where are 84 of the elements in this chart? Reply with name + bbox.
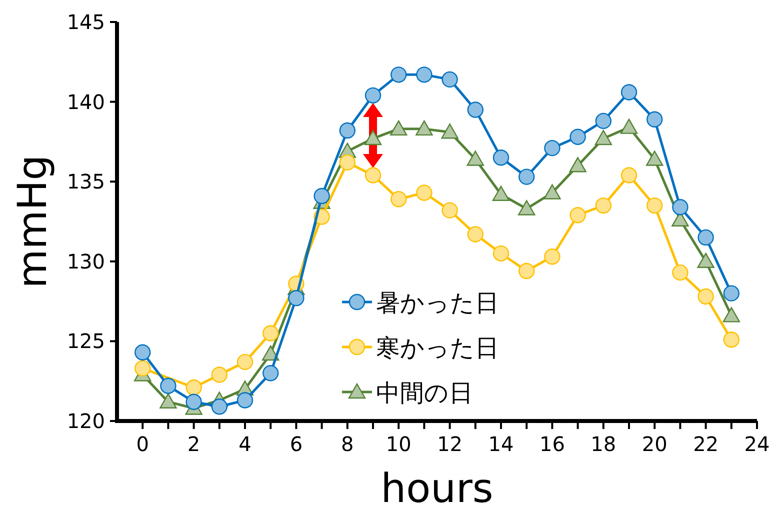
- legend-label: 中間の日: [376, 379, 473, 407]
- point: [339, 122, 356, 139]
- point: [160, 378, 176, 394]
- point: [364, 167, 382, 184]
- legend-label: 寒かった日: [376, 334, 499, 362]
- point: [467, 226, 484, 242]
- point: [339, 154, 356, 171]
- point: [262, 325, 279, 342]
- point: [186, 379, 202, 396]
- point: [492, 245, 510, 262]
- point: [467, 102, 484, 118]
- point: [518, 200, 536, 216]
- point: [416, 66, 432, 83]
- y-tick-label: 120: [66, 409, 105, 433]
- legend-label: 暑かった日: [376, 289, 499, 317]
- point: [262, 365, 279, 382]
- x-tick-label: 4: [238, 432, 252, 456]
- point: [492, 150, 510, 166]
- x-tick-label: 14: [488, 432, 514, 456]
- point: [646, 197, 663, 214]
- point: [288, 290, 304, 306]
- x-tick-label: 12: [437, 432, 463, 456]
- point: [518, 168, 535, 185]
- point: [570, 128, 586, 146]
- point: [594, 130, 612, 146]
- y-tick-label: 130: [66, 249, 105, 274]
- x-tick-label: 22: [693, 432, 719, 456]
- point: [211, 366, 228, 383]
- y-tick-label: 135: [66, 170, 105, 194]
- point: [672, 264, 688, 281]
- point: [236, 354, 254, 370]
- x-tick-label: 6: [290, 432, 303, 456]
- point: [466, 150, 484, 166]
- point: [390, 191, 407, 208]
- point: [646, 111, 663, 128]
- point: [211, 398, 228, 415]
- point: [723, 285, 740, 302]
- x-tick-label: 10: [386, 432, 412, 456]
- point: [620, 84, 638, 100]
- x-tick-label: 8: [341, 432, 354, 456]
- point: [569, 157, 586, 172]
- point: [442, 202, 458, 218]
- point: [442, 71, 458, 88]
- point: [544, 248, 560, 265]
- point: [544, 184, 561, 200]
- x-tick-label: 24: [744, 432, 770, 456]
- point: [364, 87, 382, 104]
- point: [544, 140, 560, 156]
- point: [697, 252, 714, 268]
- point: [160, 393, 177, 408]
- point: [620, 118, 638, 134]
- point: [518, 262, 535, 280]
- point: [698, 229, 714, 246]
- point: [236, 392, 254, 408]
- x-tick-label: 20: [642, 432, 668, 456]
- point: [570, 207, 586, 224]
- point: [186, 394, 202, 410]
- x-tick-label: 0: [136, 432, 149, 456]
- point: [441, 124, 458, 139]
- point: [646, 150, 664, 166]
- point: [722, 307, 740, 322]
- point: [390, 66, 407, 83]
- y-axis-title: mmHg: [10, 154, 56, 288]
- point: [390, 120, 408, 136]
- point: [698, 288, 714, 305]
- point: [134, 360, 151, 376]
- x-tick-label: 2: [187, 432, 200, 456]
- x-axis-title: hours: [380, 466, 494, 508]
- x-tick-label: 18: [590, 432, 616, 456]
- x-tick-label: 16: [539, 432, 565, 456]
- point: [672, 199, 688, 216]
- y-tick-label: 125: [66, 329, 105, 354]
- y-tick-label: 140: [66, 90, 105, 114]
- point: [620, 167, 638, 184]
- point: [595, 197, 612, 214]
- point: [416, 120, 433, 136]
- point: [723, 332, 740, 348]
- point: [314, 188, 330, 204]
- y-tick-label: 145: [66, 10, 105, 34]
- point: [262, 345, 280, 361]
- point: [416, 184, 432, 201]
- point: [595, 112, 612, 130]
- point: [492, 186, 510, 201]
- point: [134, 344, 151, 360]
